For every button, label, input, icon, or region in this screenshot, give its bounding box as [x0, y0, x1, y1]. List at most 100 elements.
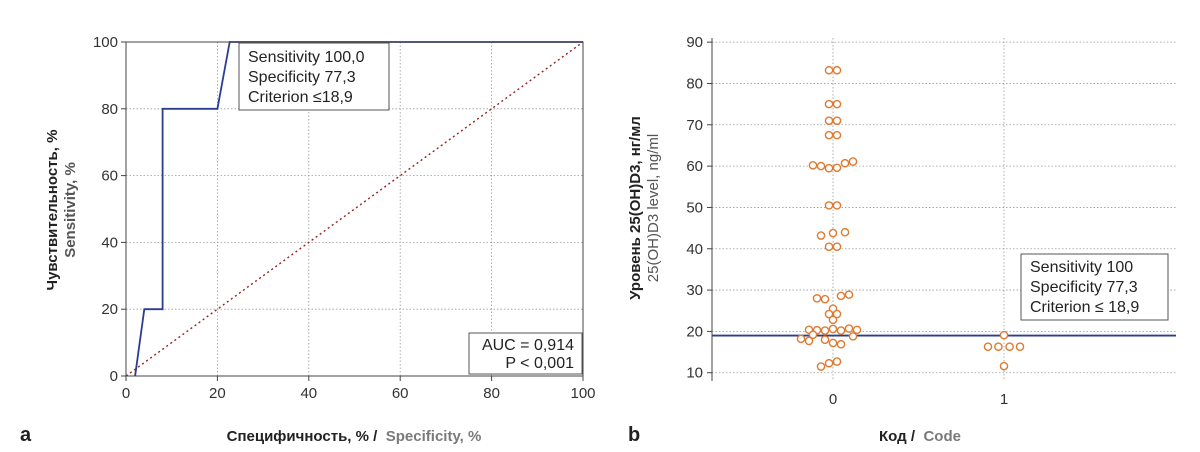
- roc-y-tick-label: 60: [101, 168, 118, 185]
- scatter-points: [796, 65, 1025, 371]
- scatter-point: [828, 315, 838, 325]
- auc-box-line-1: AUC = 0,914: [482, 337, 574, 354]
- scatter-point: [1005, 342, 1014, 352]
- scatter-point: [816, 362, 826, 371]
- scatter-y-tick-label: 10: [686, 365, 703, 382]
- scatter-x-axis-label: Код / Code: [879, 428, 961, 445]
- scatter-point: [832, 163, 842, 173]
- roc-x-tick-label: 80: [483, 385, 500, 402]
- scatter-y-tick-label: 50: [686, 199, 703, 216]
- scatter-point: [848, 157, 858, 166]
- roc-y-axis-label-ru: Чувствительность, %: [44, 130, 61, 291]
- scatter-x-tick-label: 0: [829, 391, 837, 408]
- roc-y-tick-label: 40: [101, 234, 118, 251]
- roc-x-axis-label-ru: Специфичность, % /: [227, 428, 379, 445]
- roc-x-axis-label: Специфичность, % / Specificity, %: [227, 428, 482, 445]
- scatter-point: [808, 160, 818, 170]
- scatter-point: [832, 116, 842, 125]
- roc-x-tick-label: 60: [392, 385, 409, 402]
- scatter-x-tick-label: 1: [1000, 391, 1008, 408]
- criterion-box-line-1: Sensitivity 100,0: [248, 49, 365, 66]
- scatter-criterion-box: Sensitivity 100 Specificity 77,3 Criteri…: [1020, 253, 1169, 321]
- scatter-point: [796, 334, 806, 344]
- scatter-y-axis-label-en: 25(OH)D3 level, ng/ml: [645, 134, 662, 282]
- scatter-point: [832, 309, 842, 319]
- scatter-y-tick-label: 90: [686, 34, 703, 51]
- criterion-box-line-3: Criterion ≤18,9: [248, 89, 353, 106]
- roc-x-axis-label-en: Specificity, %: [386, 428, 482, 445]
- roc-y-tick-label: 20: [101, 301, 118, 318]
- scatter-point: [808, 330, 818, 340]
- scatter-point: [836, 339, 846, 349]
- criterion-box-frame: [238, 42, 390, 111]
- scatter-panel: b 10 20 30 40 50 60 70 80 90 0 1 Уровень 25(OH)D3,…: [627, 34, 1176, 446]
- scatter-y-axis-label-ru: Уровень 25(OH)D3, нг/мл: [627, 116, 644, 300]
- scatter-point: [824, 163, 834, 173]
- scatter-point: [824, 201, 834, 210]
- scatter-point: [828, 338, 838, 348]
- scatter-point: [828, 324, 838, 334]
- scatter-point: [816, 161, 826, 171]
- panel-b-letter: b: [628, 424, 640, 446]
- scatter-point: [832, 130, 842, 140]
- scatter-y-tick-label: 30: [686, 282, 703, 299]
- scatter-point: [824, 99, 834, 109]
- scatter-point: [983, 342, 993, 352]
- scatter-x-axis-label-en: Code: [923, 428, 961, 445]
- scatter-point: [1015, 342, 1025, 352]
- auc-box: AUC = 0,914 P < 0,001: [468, 332, 583, 375]
- scatter-y-tick-label: 60: [686, 158, 703, 175]
- scatter-criterion-box-line-1: Sensitivity 100: [1030, 259, 1133, 276]
- auc-box-frame: [468, 332, 583, 375]
- scatter-y-tick-label: 40: [686, 241, 703, 258]
- scatter-point: [824, 130, 834, 140]
- scatter-y-tick-label: 70: [686, 117, 703, 134]
- scatter-point: [836, 326, 846, 335]
- scatter-point: [816, 231, 826, 240]
- scatter-point: [832, 201, 842, 210]
- roc-y-tick-label: 100: [93, 34, 118, 51]
- roc-x-tick-label: 40: [300, 385, 317, 402]
- scatter-point: [844, 324, 854, 333]
- roc-reference-diagonal: [125, 41, 584, 377]
- scatter-point: [994, 342, 1003, 352]
- scatter-y-tick-label: 20: [686, 323, 703, 340]
- scatter-y-tick-label: 80: [686, 75, 703, 92]
- scatter-gridlines: [707, 38, 1176, 381]
- roc-x-tick-label: 100: [570, 385, 595, 402]
- scatter-point: [832, 65, 842, 75]
- scatter-point: [824, 242, 834, 251]
- scatter-point: [824, 65, 834, 75]
- scatter-point: [832, 357, 842, 366]
- scatter-point: [824, 116, 834, 125]
- scatter-point: [999, 330, 1009, 340]
- scatter-point: [844, 290, 854, 299]
- scatter-point: [840, 158, 850, 168]
- scatter-point: [820, 335, 830, 344]
- scatter-point: [804, 336, 814, 346]
- scatter-y-axis-label: Уровень 25(OH)D3, нг/мл 25(OH)D3 level, …: [627, 116, 662, 300]
- auc-box-line-2: P < 0,001: [505, 355, 574, 372]
- roc-plot-frame: [125, 41, 584, 377]
- scatter-point: [852, 325, 862, 335]
- scatter-criterion-box-line-2: Specificity 77,3: [1030, 279, 1138, 296]
- roc-y-axis-label-en: Sensitivity, %: [62, 162, 79, 258]
- roc-x-tick-label: 0: [122, 385, 130, 402]
- scatter-criterion-box-frame: [1020, 253, 1169, 321]
- scatter-criterion-box-line-3: Criterion ≤ 18,9: [1030, 299, 1139, 316]
- scatter-point: [832, 242, 842, 251]
- panel-a-letter: a: [20, 424, 32, 446]
- roc-y-tick-label: 80: [101, 101, 118, 118]
- roc-tick-labels: 0 20 40 60 80 100 0 20 40 60 80 100: [93, 34, 596, 402]
- roc-panel: a 0 20 40 60 80 100 0 20 40 60 80 100 Чувствительно…: [20, 34, 596, 446]
- scatter-point: [824, 309, 834, 319]
- scatter-tick-labels: 10 20 30 40 50 60 70 80 90 0 1: [686, 34, 1008, 408]
- criterion-box-line-2: Specificity 77,3: [248, 69, 356, 86]
- roc-y-tick-label: 0: [110, 368, 118, 385]
- scatter-point: [824, 358, 834, 368]
- roc-x-tick-label: 20: [209, 385, 226, 402]
- scatter-point: [836, 291, 846, 301]
- scatter-point: [999, 361, 1009, 371]
- criterion-box: Sensitivity 100,0 Specificity 77,3 Crite…: [238, 42, 390, 111]
